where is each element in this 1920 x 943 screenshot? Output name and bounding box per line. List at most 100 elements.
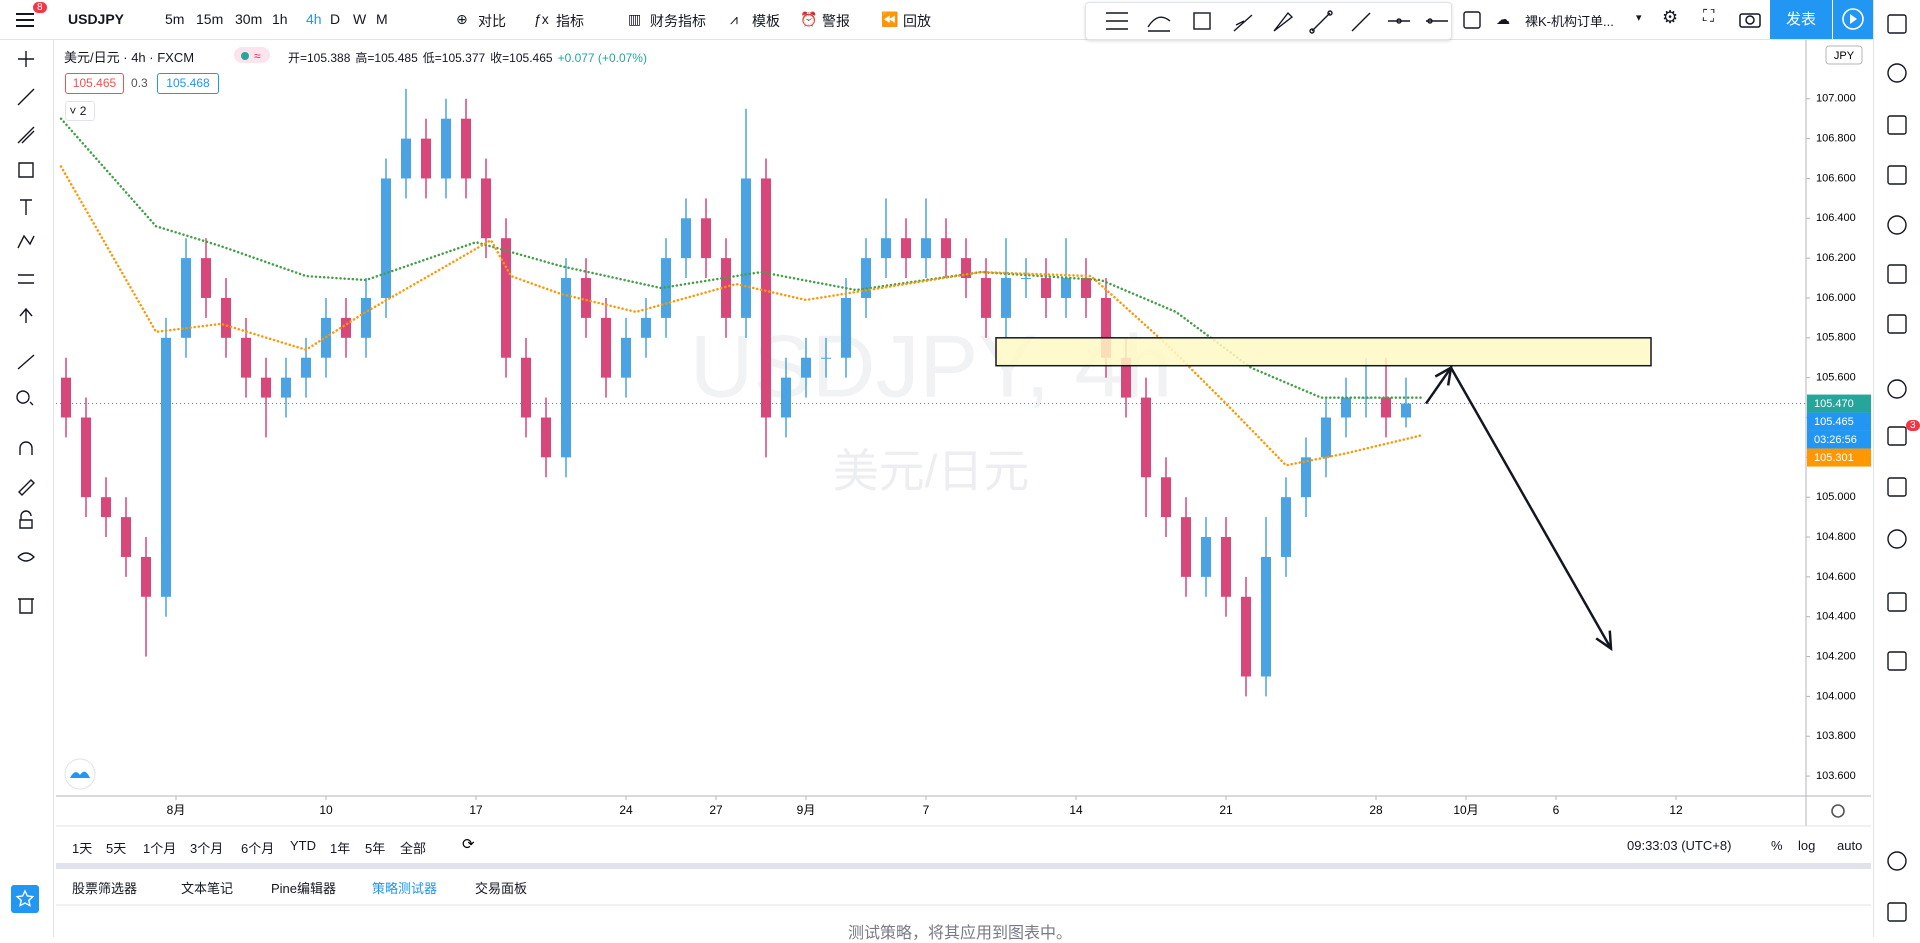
- currency-box[interactable]: [1825, 45, 1863, 65]
- tool-icon[interactable]: [17, 88, 35, 106]
- sidebar-icon[interactable]: [1887, 592, 1907, 612]
- toolbar-button[interactable]: 财务指标: [650, 13, 706, 29]
- tool-icon[interactable]: [17, 234, 35, 249]
- sidebar-icon[interactable]: [1887, 215, 1907, 235]
- sidebar-icon[interactable]: [1887, 165, 1907, 185]
- fullscreen[interactable]: ⛶: [1703, 8, 1715, 25]
- sidebar-icon[interactable]: [1887, 14, 1907, 34]
- tool-icon[interactable]: [18, 479, 35, 496]
- interval[interactable]: 1h: [272, 11, 288, 27]
- y-tick-label: 104.200: [1816, 650, 1856, 662]
- range-button[interactable]: 3个月: [190, 841, 224, 856]
- sidebar-icon[interactable]: [1887, 379, 1907, 399]
- toolbar-button[interactable]: 指标: [556, 13, 584, 29]
- logo[interactable]: [64, 758, 96, 790]
- candle-body: [961, 258, 971, 279]
- replay-icon[interactable]: ⟳: [462, 836, 475, 853]
- toolbar-button[interactable]: 回放: [903, 13, 931, 29]
- panel-tab[interactable]: 策略测试器: [372, 881, 438, 896]
- publish-button[interactable]: 发表: [1770, 0, 1832, 39]
- scale-option[interactable]: log: [1798, 838, 1816, 853]
- toolbar-button[interactable]: 模板: [752, 13, 780, 29]
- sidebar-icon[interactable]: [1887, 851, 1907, 871]
- candle-body: [661, 258, 671, 318]
- favorite[interactable]: [10, 884, 40, 914]
- sidebar-icon[interactable]: [1887, 314, 1907, 334]
- tool-icon[interactable]: [20, 199, 32, 215]
- candle-body: [561, 278, 571, 458]
- tool-icon[interactable]: [17, 552, 35, 562]
- sidebar-icon[interactable]: [1887, 426, 1907, 446]
- ask[interactable]: 105.468: [157, 73, 219, 94]
- clock: 09:33:03 (UTC+8): [1627, 838, 1732, 853]
- panel-tab[interactable]: 文本笔记: [181, 881, 234, 896]
- scale-option[interactable]: %: [1771, 838, 1783, 853]
- range-button[interactable]: 5天: [106, 841, 127, 856]
- panel-tab[interactable]: 股票筛选器: [72, 881, 138, 896]
- tool-icon[interactable]: [18, 598, 34, 614]
- range-button[interactable]: 1年: [330, 841, 351, 856]
- ohlc-value: 低=105.377: [422, 51, 486, 65]
- tool-icon[interactable]: [17, 354, 35, 370]
- toolbar-icon[interactable]: ⊕: [456, 11, 468, 27]
- tool-icon[interactable]: [16, 390, 34, 406]
- drawing-tools[interactable]: [1086, 3, 1451, 39]
- menu-icon[interactable]: [14, 11, 36, 29]
- symbol[interactable]: USDJPY: [68, 11, 125, 27]
- range-button[interactable]: 1个月: [143, 841, 177, 856]
- indicator-toggle[interactable]: ˅ 2: [65, 101, 95, 121]
- panel-tab[interactable]: Pine编辑器: [271, 881, 337, 896]
- tool-icon[interactable]: [19, 441, 33, 455]
- x-tick-label: 8月: [167, 803, 186, 817]
- interval[interactable]: 30m: [235, 11, 263, 27]
- legend-interval: 4h: [131, 50, 146, 65]
- icon-shape: [1887, 477, 1907, 497]
- bid[interactable]: 105.465: [65, 73, 124, 94]
- tool-icon[interactable]: [17, 126, 35, 144]
- panel-tab[interactable]: 交易面板: [475, 881, 528, 896]
- interval[interactable]: W: [353, 11, 367, 27]
- icon-shape: [18, 162, 34, 178]
- toolbar-button[interactable]: 警报: [822, 13, 850, 29]
- range-button[interactable]: YTD: [290, 838, 316, 853]
- sidebar-icon[interactable]: [1887, 115, 1907, 135]
- range-button[interactable]: 6个月: [241, 841, 275, 856]
- interval[interactable]: D: [330, 11, 341, 27]
- candle-body: [1381, 397, 1391, 418]
- toolbar-icon[interactable]: ⏪: [881, 11, 899, 27]
- range-button[interactable]: 全部: [400, 841, 427, 856]
- toolbar-button[interactable]: 对比: [478, 13, 506, 29]
- cloud-icon[interactable]: ☁: [1496, 11, 1510, 27]
- toolbar-icon[interactable]: ▥: [628, 11, 642, 27]
- sidebar-icon[interactable]: [1887, 902, 1907, 922]
- range-button[interactable]: 1天: [72, 841, 93, 856]
- sidebar-icon[interactable]: [1887, 477, 1907, 497]
- tool-icon[interactable]: [18, 274, 34, 284]
- interval[interactable]: 5m: [165, 11, 185, 27]
- range-button[interactable]: 5年: [365, 841, 386, 856]
- zone-rectangle[interactable]: [995, 337, 1652, 367]
- play-button[interactable]: [1833, 0, 1873, 39]
- sidebar-icon[interactable]: [1887, 651, 1907, 671]
- layout-name[interactable]: 裸K-机构订单...: [1525, 14, 1614, 29]
- tool-icon[interactable]: [18, 162, 34, 178]
- tool-icon[interactable]: [19, 510, 33, 529]
- sidebar-icon[interactable]: [1887, 63, 1907, 83]
- settings-icon[interactable]: [1831, 804, 1845, 818]
- interval[interactable]: 15m: [196, 11, 224, 27]
- interval[interactable]: M: [376, 11, 388, 27]
- dropdown[interactable]: ▾: [1636, 12, 1642, 24]
- toolbar-icon[interactable]: ⩘: [730, 11, 738, 27]
- sidebar-icon[interactable]: [1887, 529, 1907, 549]
- camera[interactable]: [1738, 9, 1762, 29]
- toolbar-icon[interactable]: ƒx: [534, 11, 549, 27]
- interval[interactable]: 4h: [306, 11, 322, 27]
- tool-icon[interactable]: [18, 51, 34, 67]
- status-pill[interactable]: ≈: [234, 47, 270, 63]
- checkbox[interactable]: [1462, 10, 1482, 30]
- sidebar-icon[interactable]: [1887, 264, 1907, 284]
- settings[interactable]: ⚙: [1662, 7, 1679, 27]
- scale-option[interactable]: auto: [1837, 838, 1863, 853]
- toolbar-icon[interactable]: ⏰: [800, 11, 818, 27]
- tool-icon[interactable]: [19, 307, 33, 323]
